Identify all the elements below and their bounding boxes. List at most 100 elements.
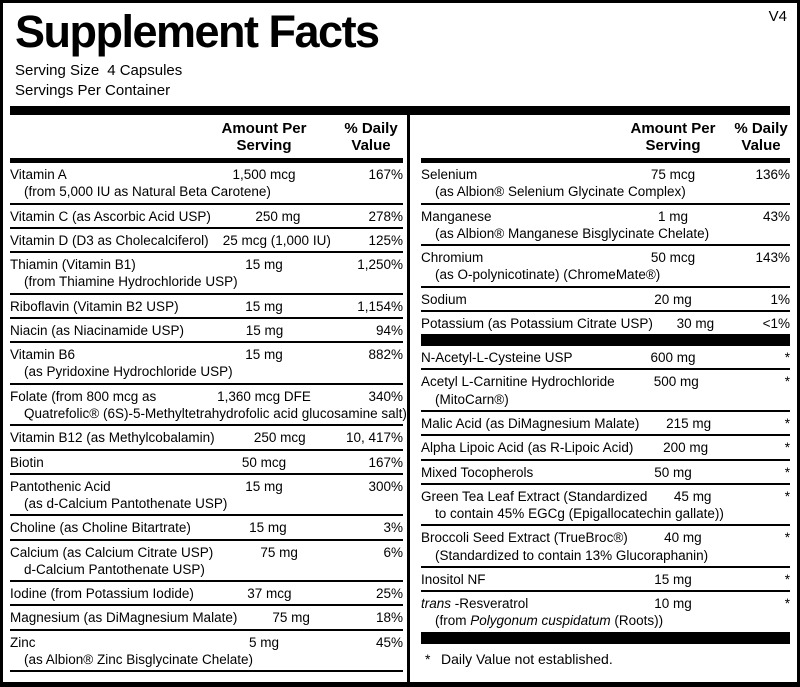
nutrient-row-main: Riboflavin (Vitamin B2 USP) 15 mg 1,154%	[10, 298, 403, 315]
nutrient-name: Calcium (as Calcium Citrate USP)	[10, 544, 214, 560]
nutrient-row-main: Folate (from 800 mcg as 1,360 mcg DFE 340%	[10, 388, 403, 405]
nutrient-row: Vitamin C (as Ascorbic Acid USP) 250 mg 27…	[10, 205, 403, 229]
nutrient-name: Vitamin B6	[10, 347, 76, 363]
nutrient-daily-value: *	[784, 596, 790, 612]
nutrient-row: Sodium 20 mg 1%	[421, 288, 790, 312]
nutrient-row: Calcium (as Calcium Citrate USP) 75 mg 6% d…	[10, 541, 403, 583]
nutrient-name-segment: (from	[435, 613, 471, 629]
facts-columns: Amount Per Serving % Daily Value Vitamin…	[10, 114, 790, 682]
nutrient-amount: 250 mg	[255, 208, 301, 224]
nutrient-detail: (as Albion® Manganese Bisglycinate Chela…	[435, 225, 710, 241]
nutrient-daily-value: 300%	[368, 478, 403, 494]
nutrient-row: Thiamin (Vitamin B1) 15 mg 1,250% (from Thi…	[10, 253, 403, 295]
nutrient-row: Chromium 50 mcg 143% (as O-polynicotinate) …	[421, 246, 790, 288]
nutrient-amount: 1,500 mcg	[232, 167, 296, 183]
right-column: Amount Per Serving % Daily Value Seleniu…	[421, 115, 790, 682]
nutrient-row: Vitamin D (D3 as Cholecalciferol) 25 mcg …	[10, 229, 403, 254]
nutrient-detail: (as Pyridoxine Hydrochloride USP)	[24, 364, 233, 380]
left-nutrient-rows: Vitamin A 1,500 mcg 167% (from 5,000 IU as …	[10, 163, 407, 673]
amount-per-serving-header: Amount Per Serving	[630, 119, 716, 154]
nutrient-amount: 15 mg	[245, 478, 283, 494]
nutrient-detail: (from Thiamine Hydrochloride USP)	[24, 274, 238, 290]
footnote: * Daily Value not established.	[421, 644, 790, 672]
nutrient-row: N-Acetyl-L-Cysteine USP 600 mg *	[421, 346, 790, 371]
nutrient-daily-value: *	[784, 416, 790, 432]
nutrient-detail: (as Albion® Zinc Bisglycinate Chelate)	[24, 651, 254, 667]
nutrient-row: Iodine (from Potassium Iodide) 37 mcg 25%	[10, 582, 403, 607]
nutrient-amount: 15 mg	[245, 347, 283, 363]
nutrient-name: Choline (as Choline Bitartrate)	[10, 520, 191, 536]
nutrient-name: Magnesium (as DiMagnesium Malate)	[10, 610, 238, 626]
nutrient-name: Broccoli Seed Extract (TrueBroc®)	[421, 530, 628, 546]
nutrient-amount: 15 mg	[654, 571, 692, 587]
nutrient-name-italic-segment: trans	[421, 596, 455, 612]
nutrient-daily-value: 136%	[755, 167, 790, 183]
nutrient-daily-value: 25%	[375, 586, 403, 602]
nutrient-name: Acetyl L-Carnitine Hydrochloride	[421, 374, 615, 390]
nutrient-detail: (Standardized to contain 13% Glucoraphan…	[435, 547, 709, 563]
nutrient-amount: 1,360 mcg DFE	[217, 388, 311, 404]
nutrient-row: Selenium 75 mcg 136% (as Albion® Selenium G…	[421, 163, 790, 205]
serving-size-line: Serving Size 4 Capsules	[15, 61, 787, 81]
nutrient-amount: 500 mg	[653, 374, 699, 390]
nutrient-row: Zinc 5 mg 45% (as Albion® Zinc Bisglycinate…	[10, 631, 403, 673]
nutrient-name: Thiamin (Vitamin B1)	[10, 257, 136, 273]
footnote-divider-bar	[421, 633, 790, 644]
nutrient-name: Riboflavin (Vitamin B2 USP)	[10, 298, 179, 314]
nutrient-name-italic-segment: Polygonum cuspidatum	[470, 613, 611, 629]
nutrient-name: Niacin (as Niacinamide USP)	[10, 322, 185, 338]
nutrient-detail: (from 5,000 IU as Natural Beta Carotene)	[24, 184, 271, 200]
nutrient-row: Green Tea Leaf Extract (Standardized 45 m…	[421, 485, 790, 527]
nutrient-amount: 10 mg	[654, 596, 692, 612]
footnote-symbol: *	[425, 650, 431, 667]
nutrient-name: trans -Resveratrol	[421, 595, 614, 612]
nutrient-row: Manganese 1 mg 43% (as Albion® Manganese Bi…	[421, 205, 790, 247]
nutrient-daily-value: 43%	[762, 208, 790, 224]
nutrient-row-main: Thiamin (Vitamin B1) 15 mg 1,250%	[10, 256, 403, 273]
nutrient-daily-value: *	[784, 488, 790, 504]
left-column: Amount Per Serving % Daily Value Vitamin…	[10, 115, 407, 682]
nutrient-row-main: trans -Resveratrol 10 mg *	[421, 595, 790, 612]
nutrient-amount: 50 mcg	[241, 454, 287, 470]
footnote-text: Daily Value not established.	[441, 650, 613, 667]
amount-per-serving-header: Amount Per Serving	[221, 119, 307, 154]
nutrient-daily-value: 10, 417%	[345, 430, 403, 446]
nutrient-row: trans -Resveratrol 10 mg * (from Polygonum …	[421, 592, 790, 634]
nutrient-daily-value: 278%	[368, 208, 403, 224]
nutrient-name: Green Tea Leaf Extract (Standardized	[421, 488, 648, 504]
nutrient-daily-value: *	[784, 571, 790, 587]
nutrient-row-main: Broccoli Seed Extract (TrueBroc®) 40 mg *	[421, 529, 790, 546]
nutrient-daily-value: 340%	[368, 388, 403, 404]
nutrient-row-main: Magnesium (as DiMagnesium Malate) 75 mg 18…	[10, 609, 403, 626]
nutrient-name: N-Acetyl-L-Cysteine USP	[421, 350, 573, 366]
nutrient-daily-value: 1,250%	[357, 257, 403, 273]
nutrient-row-main: Mixed Tocopherols 50 mg *	[421, 464, 790, 481]
nutrient-row-main: Vitamin D (D3 as Cholecalciferol) 25 mcg …	[10, 232, 403, 249]
nutrient-row: Acetyl L-Carnitine Hydrochloride 500 mg * (…	[421, 370, 790, 413]
servings-per-container-line: Servings Per Container	[15, 81, 171, 99]
nutrient-row: Vitamin B12 (as Methylcobalamin) 250 mcg 1…	[10, 426, 403, 451]
nutrient-name: Sodium	[421, 291, 467, 307]
right-column-header: Amount Per Serving % Daily Value	[421, 115, 790, 164]
section-divider-bar	[421, 336, 790, 347]
nutrient-daily-value: *	[784, 464, 790, 480]
column-divider	[407, 114, 410, 682]
nutrient-name: Biotin	[10, 454, 44, 470]
nutrient-detail: (as Albion® Selenium Glycinate Complex)	[435, 184, 686, 200]
nutrient-amount: 75 mg	[272, 610, 310, 626]
nutrient-row: Pantothenic Acid 15 mg 300% (as d-Calcium P…	[10, 475, 403, 517]
nutrient-daily-value: *	[784, 374, 790, 390]
nutrient-amount: 25 mcg (1,000 IU)	[222, 232, 331, 248]
nutrient-daily-value: 3%	[383, 520, 403, 536]
nutrient-amount: 600 mg	[650, 350, 696, 366]
right-nutrient-rows: Selenium 75 mcg 136% (as Albion® Selenium G…	[421, 163, 790, 634]
nutrient-daily-value: 94%	[375, 322, 403, 338]
nutrient-detail: (MitoCarn®)	[435, 391, 509, 407]
nutrient-amount: 15 mg	[249, 520, 287, 536]
percent-daily-value-header: % Daily Value	[344, 119, 398, 154]
nutrient-row: Malic Acid (as DiMagnesium Malate) 215 mg…	[421, 412, 790, 437]
nutrient-amount: 15 mg	[245, 298, 283, 314]
nutrient-row-main: Calcium (as Calcium Citrate USP) 75 mg 6%	[10, 544, 403, 561]
nutrient-detail: to contain 45% EGCg (Epigallocatechin ga…	[435, 506, 724, 522]
